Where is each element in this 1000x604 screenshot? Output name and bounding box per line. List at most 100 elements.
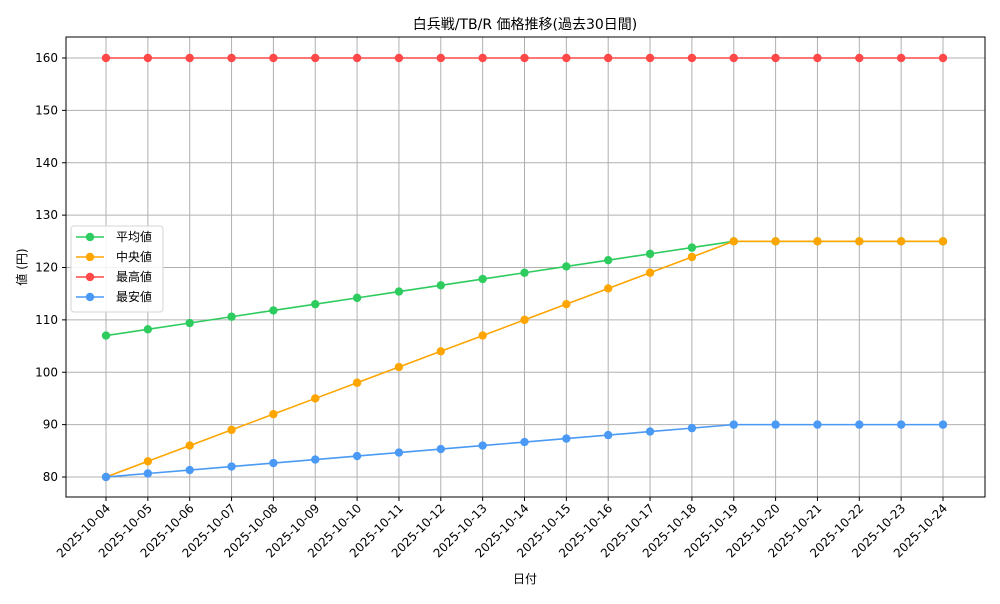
data-point <box>604 255 613 265</box>
data-point <box>687 252 697 262</box>
data-point <box>143 325 153 334</box>
data-point <box>687 423 697 433</box>
data-point <box>645 249 655 259</box>
data-point <box>436 444 445 454</box>
data-point <box>269 306 278 315</box>
data-point <box>311 455 320 464</box>
data-point <box>143 469 153 478</box>
data-point <box>855 237 864 246</box>
data-point <box>269 409 278 419</box>
legend-label: 中央値 <box>116 249 152 264</box>
data-point <box>855 53 864 63</box>
data-point <box>645 53 655 63</box>
x-axis-label: 日付 <box>513 572 537 586</box>
data-point <box>938 53 948 63</box>
data-point <box>269 458 278 468</box>
data-point <box>185 465 194 475</box>
legend-box <box>70 225 164 313</box>
series-layer <box>101 53 948 482</box>
data-point <box>687 243 697 252</box>
legend-marker-icon <box>85 272 95 282</box>
data-point <box>311 299 320 309</box>
data-point <box>896 53 906 63</box>
legend-item: 最高値 <box>76 269 152 284</box>
grid-lines <box>66 37 985 497</box>
data-point <box>227 53 236 63</box>
y-tick-label: 90 <box>43 418 58 432</box>
y-tick-label: 100 <box>35 365 58 379</box>
data-point <box>101 53 111 63</box>
data-point <box>813 420 822 429</box>
data-point <box>143 457 153 466</box>
data-point <box>938 237 948 246</box>
data-point <box>729 420 738 429</box>
legend-item: 平均値 <box>76 229 152 244</box>
data-point <box>562 53 571 63</box>
legend-item: 中央値 <box>76 249 152 264</box>
data-point <box>394 287 404 296</box>
legend-item: 最安値 <box>76 289 152 304</box>
data-point <box>562 262 571 271</box>
data-point <box>813 53 822 63</box>
data-point <box>855 420 864 429</box>
data-point <box>311 394 320 403</box>
y-tick-label: 110 <box>35 313 58 327</box>
data-point <box>478 53 487 63</box>
y-tick-label: 140 <box>35 156 58 170</box>
data-point <box>185 441 194 450</box>
data-point <box>896 420 906 429</box>
data-point <box>896 237 906 246</box>
data-point <box>729 53 738 63</box>
data-point <box>520 315 529 325</box>
legend-marker-icon <box>85 252 95 262</box>
data-point <box>771 53 780 63</box>
data-point <box>394 362 404 372</box>
data-point <box>771 237 780 246</box>
data-point <box>478 441 487 450</box>
y-tick-label: 120 <box>35 261 58 275</box>
data-point <box>436 347 445 356</box>
data-point <box>101 331 111 340</box>
data-point <box>311 53 320 63</box>
data-point <box>520 268 529 277</box>
data-point <box>394 53 404 63</box>
series-1 <box>101 237 948 482</box>
y-axis-label: 値 (円) <box>14 248 29 285</box>
legend-marker-icon <box>85 292 95 302</box>
data-point <box>352 451 362 461</box>
data-point <box>604 284 613 293</box>
data-point <box>604 53 613 63</box>
data-point <box>394 448 404 457</box>
data-point <box>143 53 153 63</box>
y-axis: 80 90 100 110 120 130 140 150 160 <box>35 51 66 484</box>
data-point <box>227 425 236 435</box>
data-point <box>227 462 236 471</box>
data-point <box>520 53 529 63</box>
data-point <box>645 268 655 277</box>
series-2 <box>101 53 948 63</box>
data-point <box>269 53 278 63</box>
legend-label: 平均値 <box>116 229 152 244</box>
legend-label: 最安値 <box>116 289 152 304</box>
data-point <box>227 312 236 321</box>
data-point <box>478 331 487 340</box>
series-3 <box>101 420 948 482</box>
legend-label: 最高値 <box>116 269 152 284</box>
data-point <box>436 53 445 63</box>
data-point <box>352 53 362 63</box>
legend-marker-icon <box>85 232 95 242</box>
x-axis: 2025-10-042025-10-052025-10-062025-10-07… <box>54 497 950 560</box>
data-point <box>687 53 697 63</box>
data-point <box>185 53 194 63</box>
data-point <box>562 434 571 443</box>
data-point <box>185 318 194 328</box>
y-tick-label: 150 <box>35 103 58 117</box>
data-point <box>352 378 362 387</box>
data-point <box>562 299 571 309</box>
y-tick-label: 160 <box>35 51 58 65</box>
data-point <box>436 281 445 290</box>
data-point <box>478 274 487 284</box>
data-point <box>729 237 738 246</box>
